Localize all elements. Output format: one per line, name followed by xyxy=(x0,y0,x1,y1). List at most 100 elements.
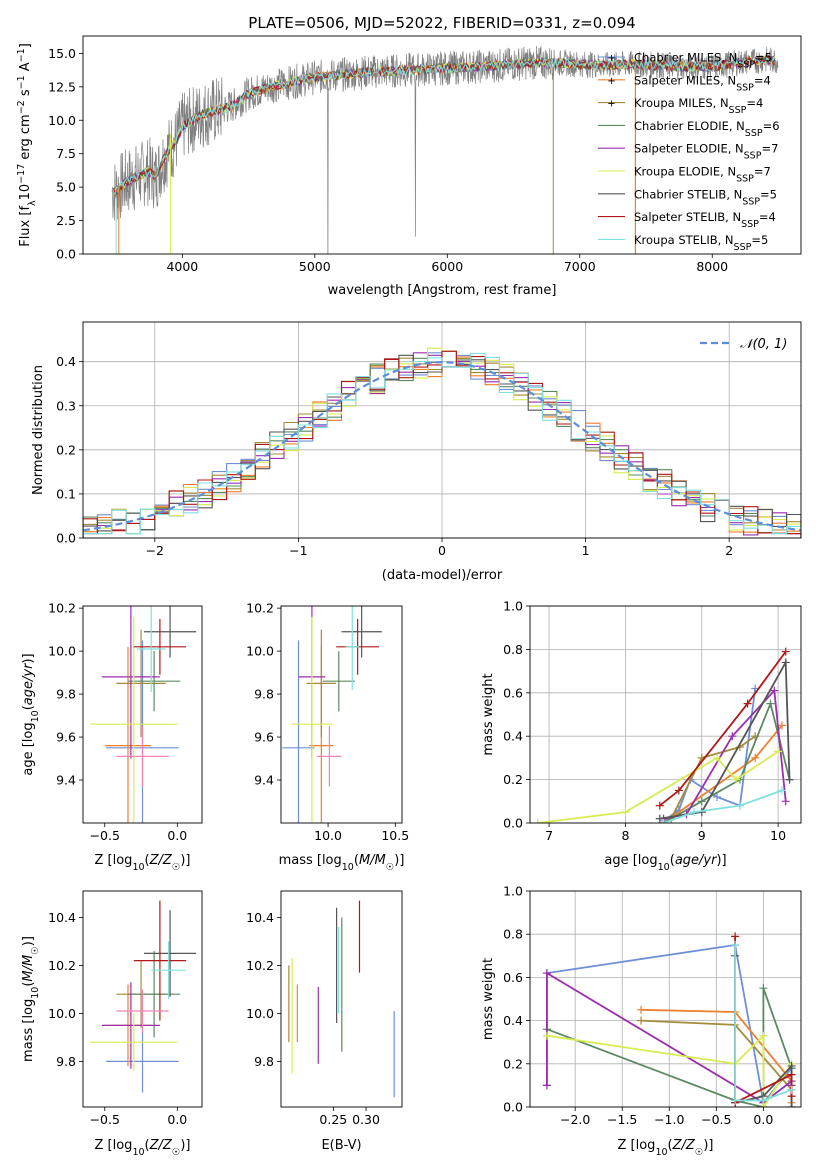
weight-marker xyxy=(743,699,752,708)
spectrum-legend: + Chabrier MILES, NSSP=5 + Salpeter MILES, … xyxy=(598,51,780,253)
label-part: Z/Z xyxy=(149,1138,173,1153)
x-tick-label: 7000 xyxy=(564,259,596,274)
x-tick-label: 10.0 xyxy=(314,828,342,843)
y-tick-label: 0.4 xyxy=(503,1013,523,1028)
x-tick-label: 0.0 xyxy=(167,1112,187,1127)
label-part: )] xyxy=(21,653,36,663)
y-tick-label: 0.0 xyxy=(503,1100,523,1115)
weight-marker xyxy=(621,808,630,817)
weight-marker xyxy=(770,686,779,695)
weight-marker xyxy=(785,775,794,784)
label-part: Salpeter MILES, N xyxy=(634,73,736,87)
label-part: s xyxy=(18,89,33,100)
label-part: )] xyxy=(21,936,36,946)
y-tick-label: 15.0 xyxy=(48,46,76,61)
legend-label: Chabrier MILES, NSSP=5 xyxy=(634,51,772,71)
label-part: Z [log xyxy=(618,1138,656,1153)
mass-age-frame xyxy=(280,605,403,824)
x-tick-label: 0.30 xyxy=(352,1112,380,1127)
y-tick-label: 10.2 xyxy=(246,958,274,973)
label-part: SSP xyxy=(741,219,759,230)
weight-series-line-8 xyxy=(663,789,783,823)
y-tick-label: 0.0 xyxy=(56,531,76,546)
weight-marker xyxy=(674,786,683,795)
z-age-frame xyxy=(82,605,203,824)
y-tick-label: 0.0 xyxy=(56,247,76,262)
x-tick-label: 5000 xyxy=(299,259,331,274)
label-part: A xyxy=(18,62,33,75)
x-tick-label: 6000 xyxy=(431,259,463,274)
age-weight-plot xyxy=(533,647,794,823)
y-tick-label: 0.8 xyxy=(503,927,523,942)
mass-age-axes: 10.0 10.5 9.4 9.6 9.8 10.0 10.2 xyxy=(246,601,409,843)
spectrum-frame xyxy=(82,35,802,255)
label-part: ( xyxy=(145,1138,150,1153)
weight-series-line-6 xyxy=(659,659,791,820)
label-part: M/M xyxy=(359,853,386,868)
weight-marker xyxy=(787,1085,796,1094)
label-part: 10 xyxy=(30,987,41,999)
ebv-mass-frame xyxy=(280,890,403,1108)
legend-marker: + xyxy=(607,76,615,87)
weight-marker xyxy=(728,732,737,741)
label-part: Flux [f xyxy=(18,206,33,247)
label-part: ( xyxy=(668,1138,673,1153)
label-part: age/yr xyxy=(21,662,36,705)
label-part: =4 xyxy=(746,96,763,110)
label-part: ☉ xyxy=(386,862,395,873)
label-part: =4 xyxy=(754,73,771,87)
x-tick-label: 1 xyxy=(582,543,590,558)
label-part: mass [log xyxy=(279,853,342,868)
label-part: ☉ xyxy=(172,1147,181,1158)
legend-marker: + xyxy=(607,53,615,64)
z-weight-xlabel: Z [log10(Z/Z☉)] xyxy=(618,1138,714,1158)
age-weight-axes: 7 8 9 10 0.0 0.2 0.4 0.6 0.8 1.0 xyxy=(503,599,801,843)
spectrum-model-7 xyxy=(112,54,776,194)
label-part: SSP xyxy=(742,196,760,207)
normal-reference-curve xyxy=(83,360,801,532)
y-tick-label: 9.8 xyxy=(254,1054,274,1069)
residuals-ylabel: Normed distribution xyxy=(31,365,46,495)
legend-label: Kroupa STELIB, NSSP=5 xyxy=(634,233,768,253)
weight-marker xyxy=(533,819,542,823)
y-tick-label: 0.0 xyxy=(503,816,523,831)
weight-marker xyxy=(713,753,722,762)
ebv-mass-xlabel: E(B-V) xyxy=(321,1138,361,1153)
x-tick-label: 0.25 xyxy=(319,1112,347,1127)
weight-marker xyxy=(787,1061,796,1070)
label-part: SSP xyxy=(745,127,763,138)
label-part: =5 xyxy=(760,187,777,201)
weight-marker xyxy=(759,1096,768,1105)
x-tick-label: 4000 xyxy=(166,259,198,274)
weight-marker xyxy=(637,1005,646,1014)
z-mass-plot xyxy=(90,900,197,1093)
label-part: Z [log xyxy=(95,1138,133,1153)
z-weight-plot xyxy=(542,932,796,1107)
label-part: Salpeter STELIB, N xyxy=(634,210,741,224)
age-weight-frame xyxy=(529,605,802,824)
weight-marker xyxy=(659,819,668,823)
label-part: )] xyxy=(394,853,404,868)
label-part: ( xyxy=(21,982,36,987)
label-part: )] xyxy=(180,1138,190,1153)
label-part: ☉ xyxy=(172,862,181,873)
ebv-mass-plot xyxy=(288,900,395,1098)
label-part: Z/Z xyxy=(149,853,173,868)
weight-series-line-2 xyxy=(670,735,756,820)
y-tick-label: 9.8 xyxy=(56,687,76,702)
y-tick-label: 10.2 xyxy=(48,601,76,616)
weight-marker xyxy=(781,647,790,656)
x-tick-label: −2.0 xyxy=(560,1112,590,1127)
label-part: Kroupa STELIB, N xyxy=(634,233,734,247)
z-mass-xlabel: Z [log10(Z/Z☉)] xyxy=(95,1138,191,1158)
y-tick-label: 0.8 xyxy=(503,642,523,657)
y-tick-label: 5.0 xyxy=(56,180,76,195)
y-tick-label: 10.0 xyxy=(48,1006,76,1021)
weight-marker xyxy=(787,1070,796,1079)
y-tick-label: 1.0 xyxy=(503,599,523,614)
label-part: ☉ xyxy=(30,946,41,955)
y-tick-label: 0.2 xyxy=(503,772,523,787)
label-part: −1 xyxy=(16,48,27,62)
residual-histogram-8 xyxy=(83,352,801,538)
legend-label: Salpeter MILES, NSSP=4 xyxy=(634,73,771,93)
